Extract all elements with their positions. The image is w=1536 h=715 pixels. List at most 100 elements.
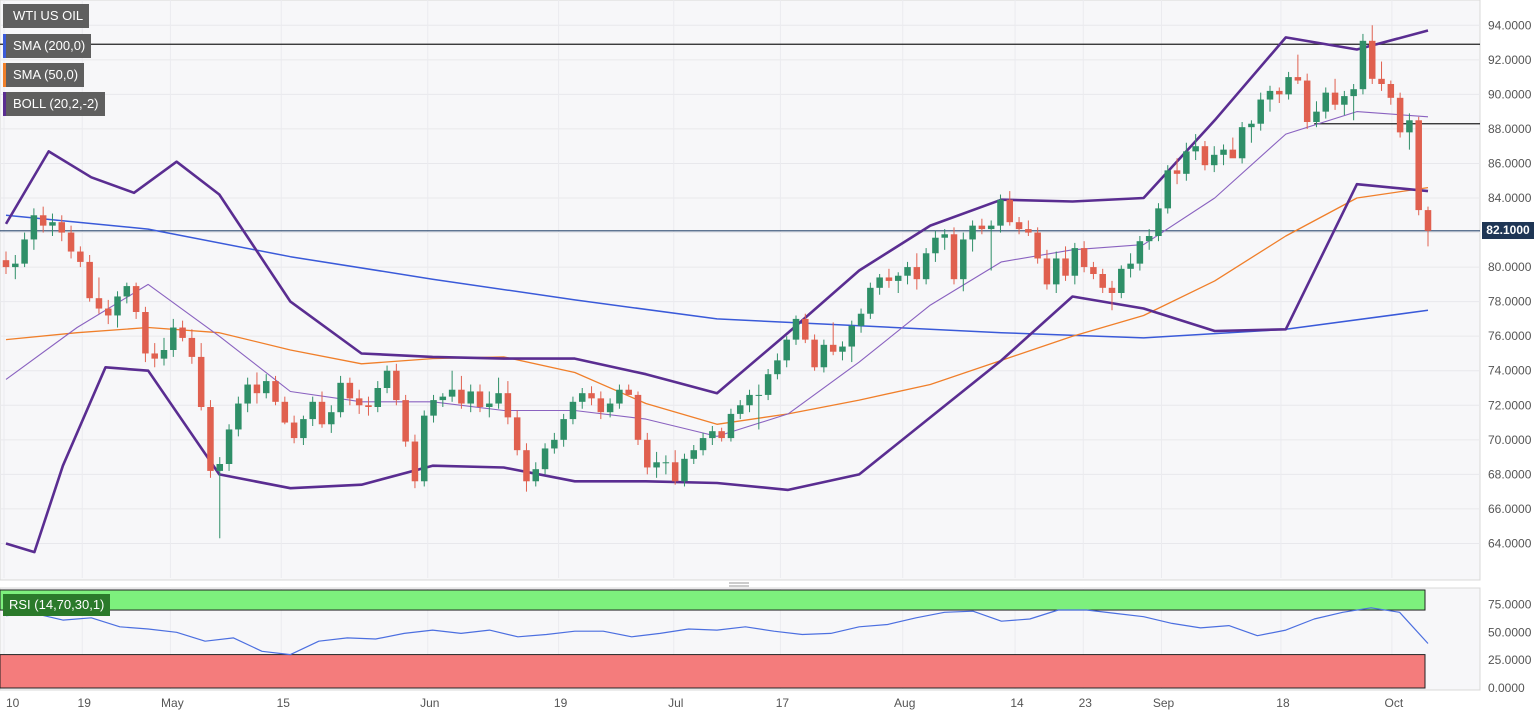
candle-up	[755, 394, 763, 396]
candle-down	[1387, 84, 1395, 98]
x-tick-label: Oct	[1385, 696, 1404, 710]
candle-up	[430, 400, 437, 416]
rsi-overbought-zone	[0, 589, 1426, 611]
rsi-oversold-zone	[0, 654, 1426, 689]
candle-up	[606, 403, 614, 413]
candle-down	[811, 339, 818, 368]
candle-down	[1034, 232, 1041, 259]
candle-up	[774, 360, 781, 375]
candle-down	[1368, 40, 1376, 79]
candle-up	[764, 374, 772, 395]
candle-down	[950, 234, 958, 280]
x-tick-label: Sep	[1153, 696, 1175, 710]
candle-up	[1257, 99, 1264, 124]
candle-up	[300, 419, 307, 439]
candle-up	[820, 344, 828, 368]
candle-down	[1201, 146, 1209, 166]
candle-up	[867, 287, 874, 314]
y-tick-label: 78.0000	[1488, 295, 1532, 309]
candle-down	[104, 308, 112, 316]
candle-up	[439, 396, 447, 401]
candle-up	[1136, 241, 1144, 264]
y-tick-label: 80.0000	[1488, 260, 1532, 274]
candle-up	[374, 388, 382, 407]
current-price-label: 82.1000	[1482, 222, 1534, 240]
candle-up	[1350, 89, 1357, 97]
candle-down	[411, 441, 419, 482]
x-tick-label: May	[161, 696, 184, 710]
candle-down	[86, 261, 93, 299]
candle-down	[1108, 287, 1116, 293]
candle-up	[244, 384, 251, 404]
y-tick-label: 92.0000	[1488, 53, 1532, 67]
candle-down	[365, 405, 372, 407]
main-panel-bg	[0, 0, 1481, 581]
legend-sma50[interactable]: SMA (50,0)	[3, 63, 85, 87]
y-tick-label: 74.0000	[1488, 364, 1532, 378]
x-tick-label: 10	[6, 696, 20, 710]
candle-up	[1052, 258, 1060, 285]
candle-down	[1173, 170, 1181, 174]
rsi-y-tick-label: 0.0000	[1488, 681, 1525, 695]
candle-down	[355, 398, 363, 406]
legend-bollinger[interactable]: BOLL (20,2,-2)	[3, 92, 105, 116]
candle-down	[829, 344, 837, 352]
candle-down	[1099, 274, 1106, 288]
candle-up	[653, 462, 660, 468]
x-tick-label: 19	[554, 696, 568, 710]
candle-down	[1006, 199, 1014, 223]
bollinger-lower-line	[5, 182, 1429, 554]
legend-symbol[interactable]: WTI US OIL	[3, 4, 90, 28]
rsi-y-tick-label: 75.0000	[1488, 597, 1532, 611]
candle-up	[21, 239, 28, 264]
candle-up	[736, 405, 744, 414]
candle-up	[727, 413, 735, 439]
legend-rsi[interactable]: RSI (14,70,30,1)	[3, 594, 111, 616]
candle-down	[671, 462, 679, 482]
candle-up	[839, 346, 846, 352]
candle-up	[1192, 146, 1199, 152]
candle-up	[1266, 90, 1274, 100]
sma200-line	[5, 214, 1429, 339]
x-tick-label: Jul	[668, 696, 683, 710]
x-tick-label: 23	[1079, 696, 1093, 710]
candle-up	[1238, 127, 1246, 159]
y-tick-label: 64.0000	[1488, 536, 1532, 550]
candle-up	[969, 225, 976, 240]
candle-down	[1025, 229, 1032, 233]
candle-up	[904, 267, 911, 276]
y-tick-label: 70.0000	[1488, 433, 1532, 447]
candle-up	[1285, 77, 1292, 95]
y-tick-label: 66.0000	[1488, 502, 1532, 516]
candle-down	[346, 382, 354, 399]
candle-down	[253, 384, 261, 394]
candle-down	[523, 450, 530, 482]
candle-up	[932, 237, 939, 254]
candle-up	[681, 458, 688, 482]
candle-up	[225, 429, 233, 464]
legend-sma200[interactable]: SMA (200,0)	[3, 34, 92, 58]
candle-up	[1071, 248, 1079, 276]
x-tick-label: 17	[776, 696, 790, 710]
candle-up	[551, 439, 558, 449]
candle-up	[495, 393, 502, 404]
candle-down	[1424, 210, 1432, 231]
candle-up	[1322, 92, 1330, 112]
candle-up	[309, 401, 316, 420]
y-tick-label: 68.0000	[1488, 467, 1532, 481]
y-tick-label: 90.0000	[1488, 87, 1532, 101]
candle-up	[699, 438, 707, 451]
candle-down	[718, 431, 725, 439]
candle-down	[77, 251, 84, 262]
candle-up	[235, 403, 242, 430]
candle-down	[458, 389, 465, 404]
candle-down	[1015, 222, 1023, 230]
candle-down	[318, 401, 326, 425]
candle-down	[393, 370, 400, 401]
candle-up	[541, 448, 549, 470]
candle-down	[281, 401, 289, 423]
candle-down	[1229, 149, 1237, 159]
bollinger-middle-line	[5, 111, 1429, 437]
candle-up	[420, 415, 428, 482]
candle-up	[1145, 236, 1153, 242]
